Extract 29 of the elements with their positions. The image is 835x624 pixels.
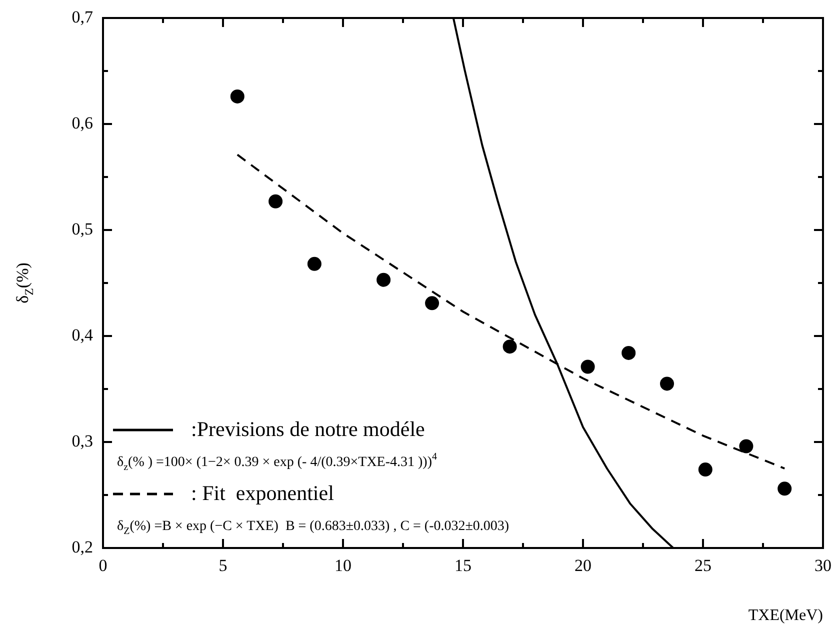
legend-label: : Fit exponentiel <box>191 481 334 505</box>
x-tick-label: 25 <box>694 556 712 575</box>
y-tick-label: 0,7 <box>72 7 94 26</box>
point <box>502 340 517 354</box>
x-tick-label: 10 <box>334 556 352 575</box>
point <box>698 462 712 477</box>
y-tick-label: 0,3 <box>72 431 93 450</box>
point <box>778 482 792 496</box>
point <box>622 346 636 360</box>
x-tick-label: 15 <box>454 556 472 575</box>
y-tick-label: 0,6 <box>72 113 93 132</box>
y-tick-label: 0,4 <box>72 325 94 344</box>
point <box>376 272 391 287</box>
x-tick-label: 20 <box>574 556 592 575</box>
y-axis-title: δZ(%) <box>13 262 36 304</box>
point <box>230 89 244 104</box>
point <box>739 439 754 454</box>
y-tick-label: 0,2 <box>72 537 93 556</box>
y-tick-label: 0,5 <box>72 219 93 238</box>
x-axis-title: TXE(MeV) <box>748 607 823 624</box>
point <box>268 194 283 208</box>
point <box>580 360 595 374</box>
point <box>660 376 674 391</box>
point <box>425 296 440 310</box>
x-tick-label: 5 <box>218 556 228 575</box>
x-tick-label: 0 <box>98 556 108 575</box>
x-tick-label: 30 <box>814 556 832 575</box>
legend-label: :Previsions de notre modéle <box>191 417 425 441</box>
point <box>307 256 322 271</box>
